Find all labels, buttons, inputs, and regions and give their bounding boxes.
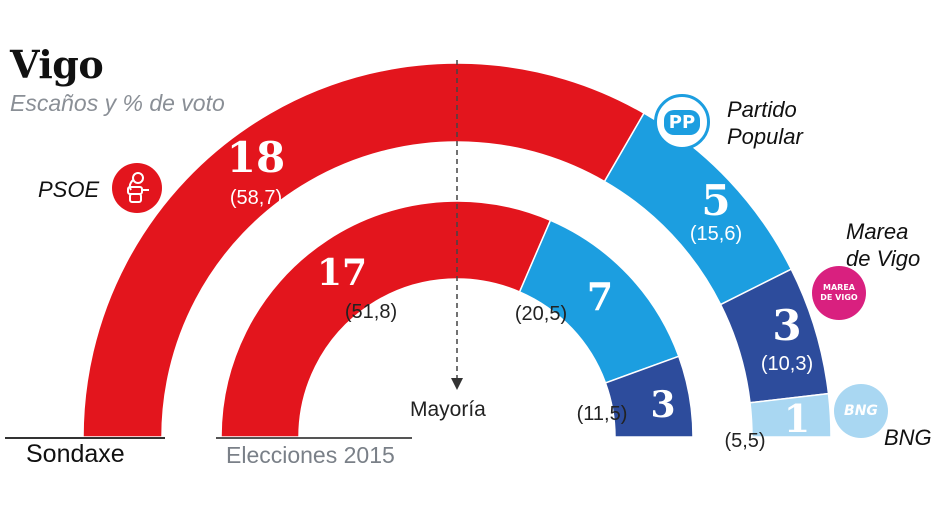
chart-title: Vigo xyxy=(10,42,104,87)
marea-label-line2: de Vigo xyxy=(846,246,921,271)
psoe-label: PSOE xyxy=(38,177,100,202)
vote-pct-inner-marea: (11,5) xyxy=(577,403,628,425)
marea-logo-icon: MAREA DE VIGO xyxy=(812,266,866,320)
vote-pct-inner-psoe: (51,8) xyxy=(345,301,397,323)
vote-pct-outer-marea: (10,3) xyxy=(761,353,813,375)
pp-label-line2: Popular xyxy=(727,124,803,149)
pp-logo-icon: PP xyxy=(654,94,710,150)
pp-logo-text: PP xyxy=(663,109,701,135)
marea-label: Marea de Vigo xyxy=(846,218,920,272)
seat-count-outer-pp: 5 xyxy=(701,176,730,225)
marea-logo-text-1: MAREA xyxy=(823,283,855,292)
vote-pct-outer-pp: (15,6) xyxy=(690,223,742,245)
inner-ring xyxy=(220,200,694,438)
marea-logo-text-2: DE VIGO xyxy=(820,293,858,302)
pp-label: Partido Popular xyxy=(727,96,803,150)
bng-logo-icon: BNG xyxy=(834,384,888,438)
majority-arrow-icon xyxy=(451,378,463,390)
seat-count-outer-marea: 3 xyxy=(772,301,801,350)
outer-arc-psoe xyxy=(82,62,646,438)
seat-count-outer-bng: 1 xyxy=(784,396,810,441)
footer-elecciones: Elecciones 2015 xyxy=(226,442,395,468)
outer-baseline xyxy=(5,437,165,439)
vote-pct-inner-pp: (20,5) xyxy=(515,303,567,325)
seat-count-inner-pp: 7 xyxy=(587,274,613,319)
inner-arc-marea-de-vigo xyxy=(604,355,694,438)
footer-sondaxe: Sondaxe xyxy=(26,440,125,468)
outer-ring xyxy=(82,62,832,438)
pp-label-line1: Partido xyxy=(727,97,797,122)
majority-label: Mayoría xyxy=(410,398,486,421)
bng-logo-text: BNG xyxy=(844,403,878,419)
seat-count-outer-psoe: 18 xyxy=(227,133,285,182)
inner-baseline xyxy=(216,437,412,439)
marea-label-line1: Marea xyxy=(846,219,909,244)
psoe-logo-icon xyxy=(112,163,162,213)
seat-count-inner-marea: 3 xyxy=(650,384,675,426)
inner-arc-psoe xyxy=(220,200,552,438)
seat-count-inner-psoe: 17 xyxy=(317,252,367,294)
bng-label: BNG xyxy=(884,425,932,450)
chart-subtitle: Escaños y % de voto xyxy=(10,90,225,116)
vote-pct-outer-bng: (5,5) xyxy=(724,430,765,452)
rose-fist-icon xyxy=(127,172,149,203)
outer-arc-bng xyxy=(749,392,832,438)
data-labels: 18 (58,7) 5(15,6) 3 (10,3) 1 (5,5) 17 (51,8) 7 (20… xyxy=(227,133,813,452)
vote-pct-outer-psoe: (58,7) xyxy=(230,187,282,209)
